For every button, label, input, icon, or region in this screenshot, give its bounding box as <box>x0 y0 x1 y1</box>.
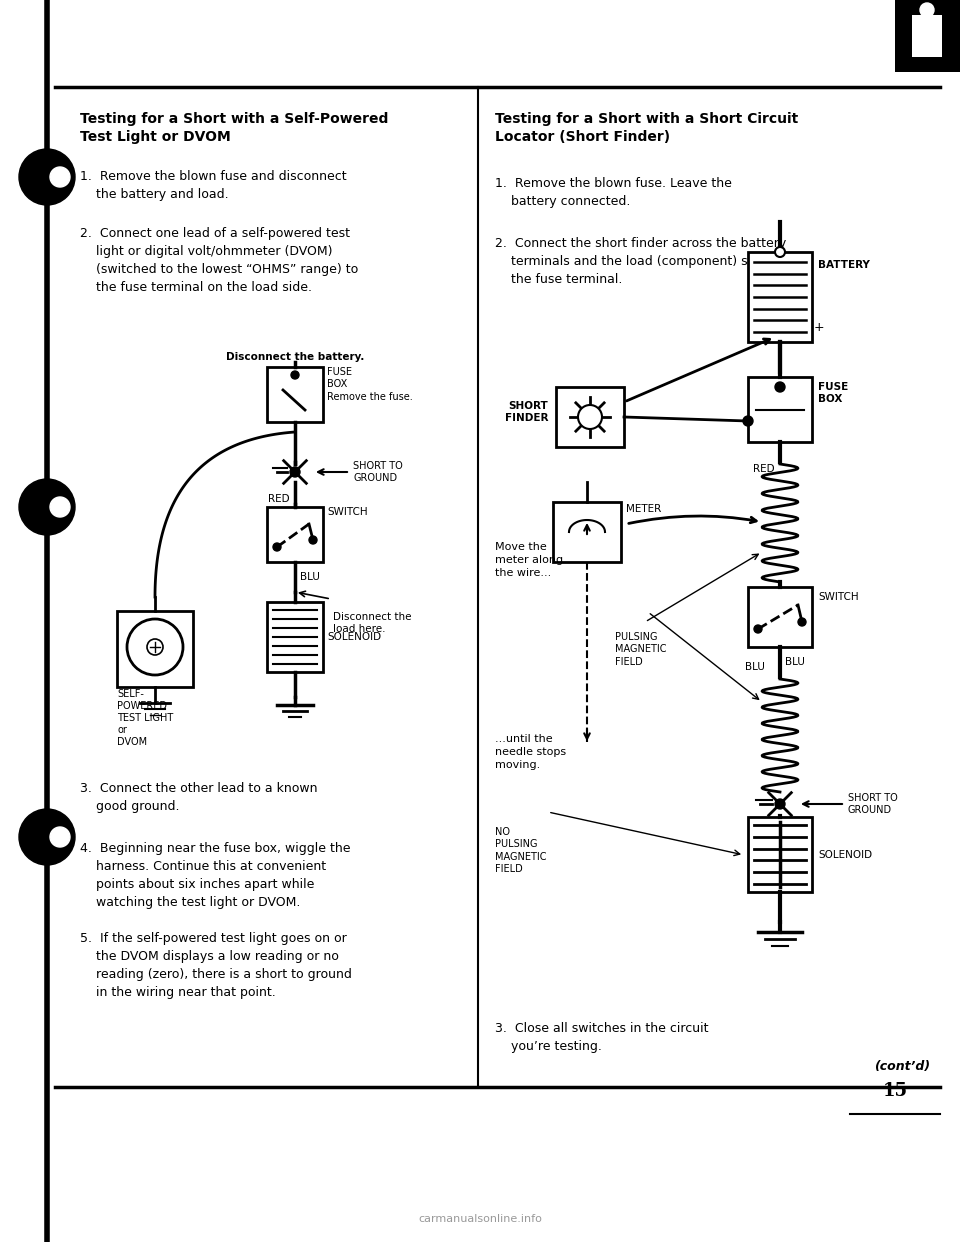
Circle shape <box>290 467 300 477</box>
Text: carmanualsonline.info: carmanualsonline.info <box>418 1213 542 1225</box>
Circle shape <box>309 537 317 544</box>
Text: RED: RED <box>754 465 775 474</box>
Circle shape <box>19 149 75 205</box>
Circle shape <box>50 166 70 188</box>
Bar <box>912 15 942 57</box>
Bar <box>748 817 812 892</box>
Text: SWITCH: SWITCH <box>818 592 858 602</box>
Text: FUSE
BOX: FUSE BOX <box>818 383 849 405</box>
Text: SOLENOID: SOLENOID <box>327 632 381 642</box>
Circle shape <box>291 371 299 379</box>
Circle shape <box>798 619 806 626</box>
Text: SHORT
FINDER: SHORT FINDER <box>505 401 548 424</box>
Text: 5.  If the self-powered test light goes on or
    the DVOM displays a low readin: 5. If the self-powered test light goes o… <box>80 932 352 999</box>
Text: RED: RED <box>269 494 290 504</box>
Bar <box>556 388 624 447</box>
Circle shape <box>775 799 785 809</box>
Text: METER: METER <box>626 504 661 514</box>
Circle shape <box>127 619 183 674</box>
Circle shape <box>19 479 75 535</box>
Text: 4.  Beginning near the fuse box, wiggle the
    harness. Continue this at conven: 4. Beginning near the fuse box, wiggle t… <box>80 842 350 909</box>
Text: 1.  Remove the blown fuse and disconnect
    the battery and load.: 1. Remove the blown fuse and disconnect … <box>80 170 347 201</box>
Text: Testing for a Short with a Short Circuit
Locator (Short Finder): Testing for a Short with a Short Circuit… <box>495 112 799 144</box>
Bar <box>267 602 323 672</box>
Circle shape <box>920 2 934 17</box>
Circle shape <box>578 405 602 428</box>
Text: (cont’d): (cont’d) <box>874 1059 930 1073</box>
Bar <box>748 378 812 442</box>
Text: PULSING
MAGNETIC
FIELD: PULSING MAGNETIC FIELD <box>615 632 666 667</box>
Text: SHORT TO
GROUND: SHORT TO GROUND <box>353 461 403 483</box>
Text: +: + <box>814 320 825 334</box>
Bar <box>553 502 621 561</box>
Circle shape <box>50 827 70 847</box>
Bar <box>748 587 812 647</box>
Text: BLU: BLU <box>300 573 320 582</box>
Text: Testing for a Short with a Self-Powered
Test Light or DVOM: Testing for a Short with a Self-Powered … <box>80 112 389 144</box>
Text: 1.  Remove the blown fuse. Leave the
    battery connected.: 1. Remove the blown fuse. Leave the batt… <box>495 178 732 207</box>
Text: Disconnect the
load here.: Disconnect the load here. <box>333 612 412 635</box>
Circle shape <box>147 638 163 655</box>
Circle shape <box>743 416 753 426</box>
Bar <box>895 0 960 72</box>
Bar <box>267 366 323 422</box>
Text: SOLENOID: SOLENOID <box>818 850 872 859</box>
Circle shape <box>50 497 70 517</box>
Circle shape <box>19 809 75 864</box>
Text: 3.  Connect the other lead to a known
    good ground.: 3. Connect the other lead to a known goo… <box>80 782 318 814</box>
Bar <box>748 252 812 342</box>
Text: 2.  Connect one lead of a self-powered test
    light or digital volt/ohmmeter (: 2. Connect one lead of a self-powered te… <box>80 227 358 294</box>
Text: FUSE
BOX
Remove the fuse.: FUSE BOX Remove the fuse. <box>327 366 413 402</box>
Circle shape <box>775 383 785 392</box>
Bar <box>117 611 193 687</box>
Text: SELF-
POWERED
TEST LIGHT
or
DVOM: SELF- POWERED TEST LIGHT or DVOM <box>117 689 173 746</box>
Circle shape <box>273 543 281 551</box>
Text: BLU: BLU <box>785 657 804 667</box>
Text: Disconnect the battery.: Disconnect the battery. <box>226 351 364 361</box>
Text: 15: 15 <box>882 1082 907 1100</box>
Text: Move the
meter along
the wire...: Move the meter along the wire... <box>495 542 564 579</box>
Text: NO
PULSING
MAGNETIC
FIELD: NO PULSING MAGNETIC FIELD <box>495 827 546 874</box>
Bar <box>267 507 323 561</box>
Text: BLU: BLU <box>745 662 765 672</box>
Text: 3.  Close all switches in the circuit
    you’re testing.: 3. Close all switches in the circuit you… <box>495 1022 708 1053</box>
Text: BATTERY: BATTERY <box>818 260 870 270</box>
Text: SWITCH: SWITCH <box>327 507 368 517</box>
Circle shape <box>775 247 785 257</box>
Text: 2.  Connect the short finder across the battery
    terminals and the load (comp: 2. Connect the short finder across the b… <box>495 237 786 286</box>
Text: ...until the
needle stops
moving.: ...until the needle stops moving. <box>495 734 566 770</box>
Text: SHORT TO
GROUND: SHORT TO GROUND <box>848 792 898 815</box>
Circle shape <box>754 625 762 633</box>
